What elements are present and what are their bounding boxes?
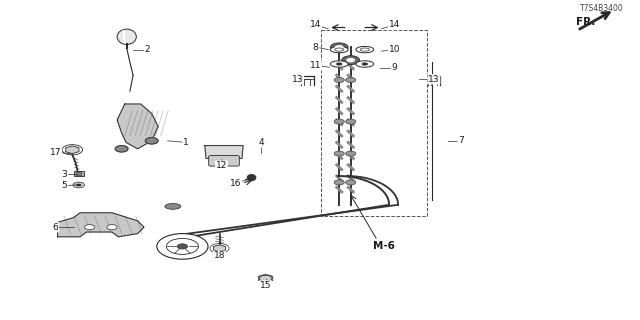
Circle shape [346, 119, 356, 124]
Circle shape [346, 58, 355, 62]
Ellipse shape [356, 61, 374, 67]
Text: 9: 9 [392, 63, 397, 72]
Circle shape [259, 275, 272, 282]
Polygon shape [117, 104, 158, 149]
Text: 14: 14 [388, 20, 400, 29]
Text: 6: 6 [53, 223, 58, 232]
Text: 5: 5 [62, 181, 67, 190]
Circle shape [334, 180, 344, 185]
Circle shape [346, 151, 356, 156]
Circle shape [115, 146, 128, 152]
Circle shape [334, 119, 344, 124]
Ellipse shape [247, 174, 256, 181]
Circle shape [330, 43, 348, 52]
Circle shape [73, 182, 84, 188]
Polygon shape [205, 146, 243, 158]
Circle shape [362, 62, 368, 66]
Text: 11: 11 [310, 61, 321, 70]
Bar [74, 171, 84, 176]
Ellipse shape [165, 204, 181, 209]
Bar [321, 30, 427, 216]
Polygon shape [66, 146, 79, 154]
Ellipse shape [360, 48, 369, 51]
Text: 3: 3 [62, 170, 67, 179]
Ellipse shape [330, 61, 348, 67]
Text: 8: 8 [313, 43, 318, 52]
Circle shape [107, 225, 117, 230]
Circle shape [157, 234, 208, 259]
Ellipse shape [117, 29, 136, 44]
Text: 7: 7 [458, 136, 463, 145]
Circle shape [346, 77, 356, 83]
Polygon shape [213, 245, 226, 252]
Circle shape [177, 244, 188, 249]
Text: 16: 16 [230, 179, 241, 188]
Circle shape [84, 225, 95, 230]
Ellipse shape [330, 46, 348, 53]
Text: T7S4B3400: T7S4B3400 [580, 4, 624, 13]
Text: 1: 1 [183, 138, 188, 147]
Ellipse shape [335, 48, 344, 51]
Text: 2: 2 [145, 45, 150, 54]
Text: 13: 13 [292, 75, 303, 84]
Text: 14: 14 [310, 20, 321, 29]
Circle shape [336, 62, 342, 66]
Text: M-6: M-6 [373, 241, 395, 252]
Text: 18: 18 [214, 252, 225, 260]
Circle shape [166, 238, 198, 254]
Text: 10: 10 [388, 45, 400, 54]
Ellipse shape [356, 46, 374, 53]
Circle shape [342, 56, 360, 65]
Circle shape [346, 180, 356, 185]
Text: 15: 15 [260, 281, 271, 290]
Circle shape [334, 77, 344, 83]
Text: 13: 13 [428, 75, 440, 84]
Polygon shape [58, 213, 144, 237]
Circle shape [335, 45, 344, 50]
Circle shape [145, 138, 158, 144]
FancyBboxPatch shape [209, 156, 239, 166]
Circle shape [334, 151, 344, 156]
Polygon shape [259, 274, 273, 283]
Bar [76, 172, 81, 175]
Text: 4: 4 [259, 138, 264, 147]
Text: FR.: FR. [576, 17, 595, 28]
Text: 12: 12 [216, 161, 227, 170]
Text: 17: 17 [50, 148, 61, 157]
Circle shape [76, 184, 81, 186]
